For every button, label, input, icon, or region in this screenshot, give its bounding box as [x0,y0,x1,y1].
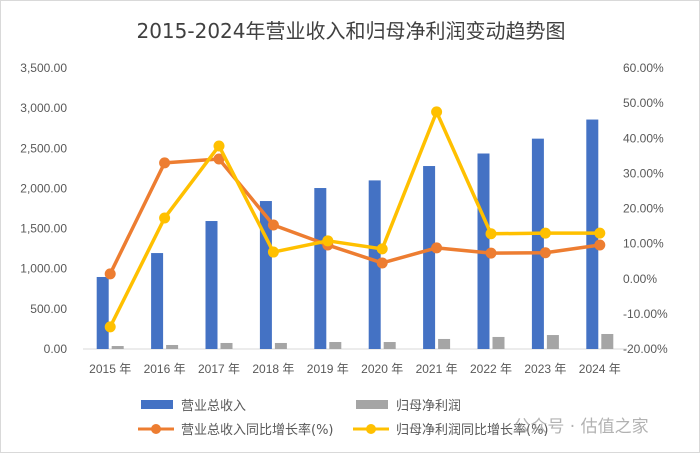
net-profit-bar [546,335,559,349]
revenue-growth-point [104,268,116,280]
x-axis-tick-label: 2023 年 [524,362,566,376]
x-axis-tick-label: 2015 年 [89,362,131,376]
net-profit-bar [274,342,287,349]
revenue-bar [423,166,436,349]
right-axis-tick-label: 10.00% [623,237,664,251]
net-profit-growth-point [376,243,388,255]
legend-swatch [356,400,388,409]
x-axis-tick-label: 2021 年 [416,362,458,376]
revenue-growth-point [376,257,388,269]
right-axis-tick-label: 60.00% [623,61,664,75]
x-axis-tick-label: 2019 年 [307,362,349,376]
left-axis-tick-label: 1,500.00 [20,222,67,236]
net-profit-bar [438,338,451,349]
revenue-growth-point [539,247,551,259]
x-axis-tick-label: 2017 年 [198,362,240,376]
left-axis-tick-label: 0.00 [44,342,68,356]
net-profit-growth-point [159,212,171,224]
legend-label: 营业总收入同比增长率(%) [181,422,334,438]
net-profit-growth-point [322,235,334,247]
watermark: 公众号 · 估值之家 [513,417,648,437]
revenue-growth-point [159,157,171,169]
net-profit-bar [329,342,342,349]
right-axis-tick-label: 20.00% [623,202,664,216]
legend-label: 归母净利润 [396,399,461,414]
chart-title: 2015-2024年营业收入和归母净利润变动趋势图 [136,19,565,43]
legend-label: 归母净利润同比增长率(%) [396,422,549,438]
left-axis-tick-label: 1,000.00 [20,262,67,276]
revenue-growth-point [594,239,606,251]
right-axis-tick-label: 30.00% [623,166,664,180]
net-profit-growth-point [213,140,225,152]
right-axis-tick-label: -20.00% [623,342,668,356]
revenue-growth-point [213,153,225,165]
net-profit-growth-point [539,227,551,239]
revenue-bar [205,221,218,349]
revenue-bar [259,201,272,349]
revenue-bar [151,253,164,349]
x-axis-tick-label: 2022 年 [470,362,512,376]
right-axis-tick-label: 0.00% [623,272,657,286]
revenue-bar [96,276,109,349]
net-profit-growth-point [485,228,497,240]
legend-marker [151,424,161,434]
x-axis-tick-label: 2024 年 [579,362,621,376]
x-axis-tick-label: 2018 年 [252,362,294,376]
net-profit-growth-point [594,227,606,239]
revenue-growth-point [431,242,443,254]
revenue-bar [314,188,327,349]
net-profit-bar [601,333,614,349]
left-axis-tick-label: 500.00 [30,302,67,316]
left-axis-tick-label: 3,500.00 [20,61,67,75]
revenue-growth-point [485,247,497,259]
net-profit-growth-point [431,106,443,118]
right-axis-tick-label: 50.00% [623,96,664,110]
net-profit-bar [383,342,396,349]
net-profit-bar [492,336,505,349]
legend-swatch [141,400,173,409]
revenue-growth-point [267,219,279,231]
right-axis-tick-label: -10.00% [623,307,668,321]
legend-label: 营业总收入 [181,399,246,414]
net-profit-growth-point [267,246,279,258]
legend-marker [366,424,376,434]
left-axis-tick-label: 2,000.00 [20,181,67,195]
revenue-bar [531,138,544,349]
net-profit-bar [111,346,124,349]
left-axis-tick-label: 2,500.00 [20,141,67,155]
revenue-bar [368,180,381,349]
revenue-growth-line [108,157,601,275]
net-profit-bar [166,344,179,349]
x-axis-tick-label: 2016 年 [144,362,186,376]
left-axis-tick-label: 3,000.00 [20,101,67,115]
net-profit-bar [220,342,233,349]
x-axis-tick-label: 2020 年 [361,362,403,376]
net-profit-growth-point [104,321,116,333]
right-axis-tick-label: 40.00% [623,131,664,145]
net-profit-growth-line [108,110,600,328]
